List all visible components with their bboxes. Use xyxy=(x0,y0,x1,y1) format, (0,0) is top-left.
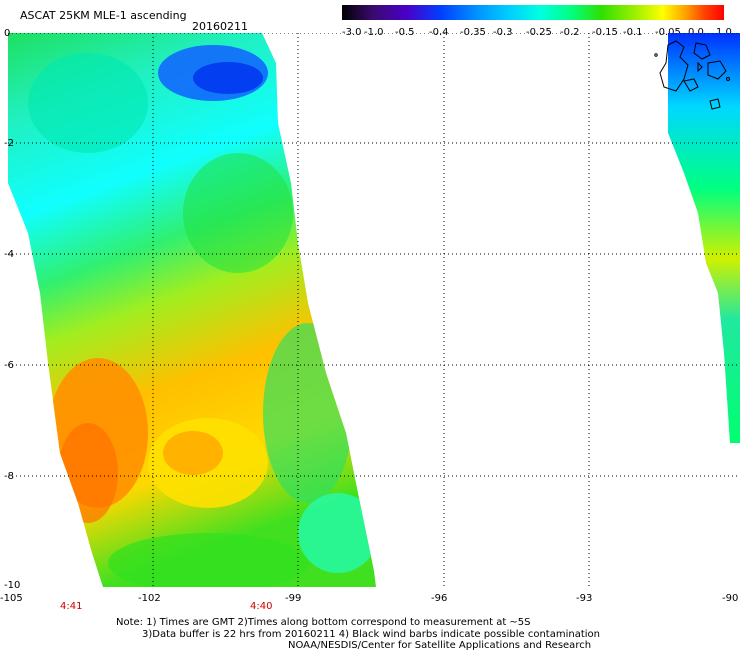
latitude-label: -2 xyxy=(4,138,14,149)
latitude-label: -8 xyxy=(4,471,14,482)
note-line-3: NOAA/NESDIS/Center for Satellite Applica… xyxy=(288,640,592,651)
colorbar-label: -0.4 xyxy=(429,27,449,38)
latitude-label: 0 xyxy=(4,28,11,39)
colorbar xyxy=(342,5,724,20)
swath-left xyxy=(8,33,376,587)
colorbar-label: -3.0 xyxy=(342,27,362,38)
longitude-label: -102 xyxy=(138,593,161,604)
longitude-label: -105 xyxy=(0,593,23,604)
map-title: ASCAT 25KM MLE-1 ascending xyxy=(20,9,187,22)
longitude-label: -99 xyxy=(285,593,302,604)
note-line-2: 3)Data buffer is 22 hrs from 20160211 4)… xyxy=(142,629,600,640)
latitude-label: -4 xyxy=(4,249,14,260)
longitude-label: -96 xyxy=(431,593,448,604)
wind-map xyxy=(8,33,740,587)
latitude-label: -10 xyxy=(4,580,21,591)
time-label: 4:41 xyxy=(60,601,83,612)
colorbar-label: -0.3 xyxy=(493,27,513,38)
longitude-label: -90 xyxy=(722,593,739,604)
island-outlines xyxy=(654,40,730,110)
colorbar-label: -0.25 xyxy=(526,27,552,38)
colorbar-label: 0.0 xyxy=(688,27,704,38)
map-date: 20160211 xyxy=(192,20,248,33)
colorbar-label: -0.05 xyxy=(655,27,681,38)
lat-lon-grid xyxy=(8,33,740,587)
colorbar-label: -0.2 xyxy=(560,27,580,38)
longitude-label: -93 xyxy=(576,593,593,604)
colorbar-label: -1.0 xyxy=(364,27,384,38)
time-label: 4:40 xyxy=(250,601,273,612)
latitude-label: -6 xyxy=(4,360,14,371)
note-line-1: Note: 1) Times are GMT 2)Times along bot… xyxy=(116,617,531,628)
swath-right xyxy=(668,33,740,443)
colorbar-label: 1.0 xyxy=(716,27,732,38)
